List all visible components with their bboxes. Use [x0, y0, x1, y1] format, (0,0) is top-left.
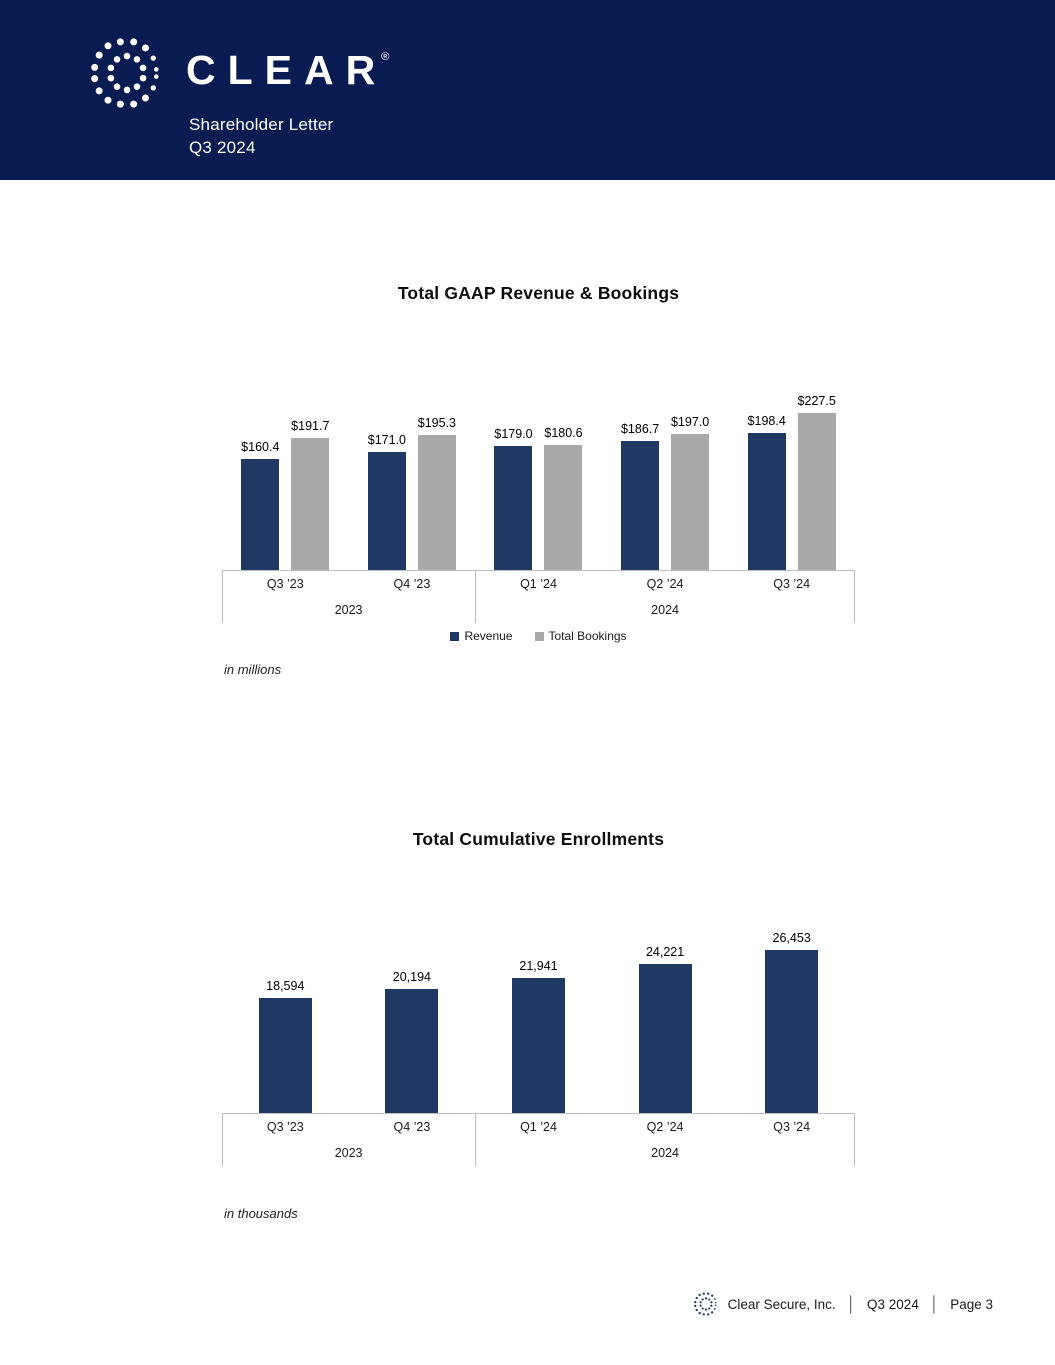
bar-total-bookings: $191.7: [291, 419, 329, 570]
bar-value-label: $198.4: [747, 414, 786, 428]
chart-title: Total GAAP Revenue & Bookings: [397, 283, 680, 303]
quarter-label: Q1 ’24: [520, 577, 557, 591]
bar-value-label: $227.5: [797, 394, 836, 408]
year-label-row: 2023 2024: [222, 597, 855, 623]
plot-area: $160.4 $191.7 $171.0 $195.3 $179.0 $180.6 $186…: [222, 310, 855, 570]
footer-period: Q3 2024: [867, 1296, 919, 1312]
bar-revenue: $198.4: [748, 414, 786, 570]
axis-divider: [475, 1114, 477, 1166]
bar-value-label: 26,453: [772, 931, 811, 945]
bar-total-bookings: $227.5: [798, 394, 836, 570]
x-axis: Q3 ’23 Q4 ’23 Q1 ’24 Q2 ’24 Q3 ’24 2023 2024: [222, 570, 855, 623]
bar-slot: $179.0 $180.6: [475, 426, 602, 570]
bar-slot: 20,194: [349, 970, 476, 1113]
x-axis: Q3 ’23 Q4 ’23 Q1 ’24 Q2 ’24 Q3 ’24 2023 2024: [222, 1113, 855, 1166]
bar-slot: $198.4 $227.5: [728, 394, 855, 570]
chart-cumulative-enrollments: Total Cumulative Enrollments 18,594 20,19…: [222, 0, 855, 1240]
bar-revenue: $160.4: [241, 440, 279, 570]
bar-value-label: 20,194: [392, 970, 432, 984]
bar-value-label: 24,221: [645, 945, 685, 959]
axis-divider: [222, 571, 223, 623]
bar-value-label: $197.0: [670, 415, 710, 429]
bar-slot: $160.4 $191.7: [222, 419, 349, 570]
year-label: 2023: [334, 603, 363, 617]
quarter-label-row: Q3 ’23 Q4 ’23 Q1 ’24 Q2 ’24 Q3 ’24: [222, 1114, 855, 1140]
axis-divider: [854, 1114, 855, 1166]
bar-slot: 26,453: [728, 931, 855, 1113]
quarter-label: Q3 ’24: [773, 577, 811, 591]
bar-total-cumulative-enrollments: 18,594: [258, 979, 312, 1113]
clear-logo-icon: [91, 38, 159, 108]
footer-separator: │: [846, 1295, 857, 1313]
unit-note: in millions: [224, 662, 282, 677]
quarter-label: Q1 ’24: [520, 1120, 557, 1134]
unit-note: in thousands: [224, 1206, 298, 1221]
bar-value-label: $171.0: [367, 433, 407, 447]
header-band: CLEAR ® Shareholder Letter Q3 2024: [0, 0, 1055, 180]
legend-item-revenue: Revenue: [450, 629, 513, 643]
bar-slot: $186.7 $197.0: [602, 415, 729, 570]
quarter-label: Q3 ’24: [773, 1120, 811, 1134]
brand-wordmark-row: CLEAR ®: [186, 46, 389, 94]
bar-value-label: $160.4: [241, 440, 280, 454]
registered-mark: ®: [381, 51, 390, 63]
footer-company: Clear Secure, Inc.: [727, 1296, 836, 1312]
bar-slot: 24,221: [602, 945, 729, 1113]
bar-revenue: $186.7: [621, 422, 659, 570]
bar-value-label: $191.7: [291, 419, 330, 433]
quarter-label-row: Q3 ’23 Q4 ’23 Q1 ’24 Q2 ’24 Q3 ’24: [222, 571, 855, 597]
header-subtitle-line1: Shareholder Letter: [189, 115, 334, 134]
bar-total-cumulative-enrollments: 20,194: [385, 970, 439, 1113]
legend-swatch: [450, 631, 460, 641]
bar-value-label: $186.7: [620, 422, 660, 436]
quarter-label: Q2 ’24: [646, 577, 684, 591]
legend-label: Revenue: [464, 629, 513, 643]
quarter-label: Q3 ’23: [266, 1120, 304, 1134]
quarter-label: Q4 ’23: [393, 1120, 431, 1134]
chart-legend: Revenue Total Bookings: [222, 629, 855, 643]
bar-value-label: 21,941: [519, 959, 558, 973]
legend-swatch: [534, 631, 544, 641]
bar-value-label: $180.6: [544, 426, 583, 440]
bar-total-cumulative-enrollments: 26,453: [765, 931, 819, 1113]
bar-total-cumulative-enrollments: 24,221: [638, 945, 692, 1113]
footer-page: Page 3: [950, 1296, 993, 1312]
bar-slot: 21,941: [475, 959, 602, 1113]
brand-wordmark: CLEAR: [186, 47, 388, 93]
chart-revenue-bookings: Total GAAP Revenue & Bookings $160.4 $191…: [222, 0, 855, 700]
bar-value-label: $179.0: [494, 427, 533, 441]
bar-total-cumulative-enrollments: 21,941: [511, 959, 565, 1113]
bar-revenue: $171.0: [368, 433, 406, 570]
chart-title: Total Cumulative Enrollments: [412, 829, 665, 849]
legend-item-total-bookings: Total Bookings: [534, 629, 627, 643]
year-label: 2024: [651, 1146, 679, 1160]
bar-total-bookings: $197.0: [671, 415, 709, 570]
bar-slot: 18,594: [222, 979, 349, 1113]
bar-slot: $171.0 $195.3: [349, 416, 476, 570]
bar-total-bookings: $180.6: [544, 426, 583, 570]
axis-divider: [854, 571, 855, 623]
quarter-label: Q4 ’23: [393, 577, 431, 591]
header-subtitle: Shareholder Letter Q3 2024: [189, 113, 333, 159]
bar-total-bookings: $195.3: [418, 416, 456, 570]
bar-revenue: $179.0: [494, 427, 533, 570]
footer: Clear Secure, Inc. │ Q3 2024 │ Page 3: [693, 1289, 993, 1319]
bar-value-label: 18,594: [266, 979, 305, 993]
quarter-label: Q2 ’24: [646, 1120, 684, 1134]
axis-divider: [475, 571, 477, 623]
footer-separator: │: [929, 1295, 940, 1313]
year-label: 2024: [651, 603, 679, 617]
axis-divider: [222, 1114, 223, 1166]
plot-area: 18,594 20,194 21,941 24,221 26,453: [222, 930, 855, 1113]
quarter-label: Q3 ’23: [266, 577, 304, 591]
year-label-row: 2023 2024: [222, 1140, 855, 1166]
bar-value-label: $195.3: [417, 416, 457, 430]
header-subtitle-line2: Q3 2024: [189, 138, 256, 157]
year-label: 2023: [334, 1146, 363, 1160]
clear-logo-icon-small: [693, 1292, 717, 1316]
legend-label: Total Bookings: [548, 629, 627, 643]
